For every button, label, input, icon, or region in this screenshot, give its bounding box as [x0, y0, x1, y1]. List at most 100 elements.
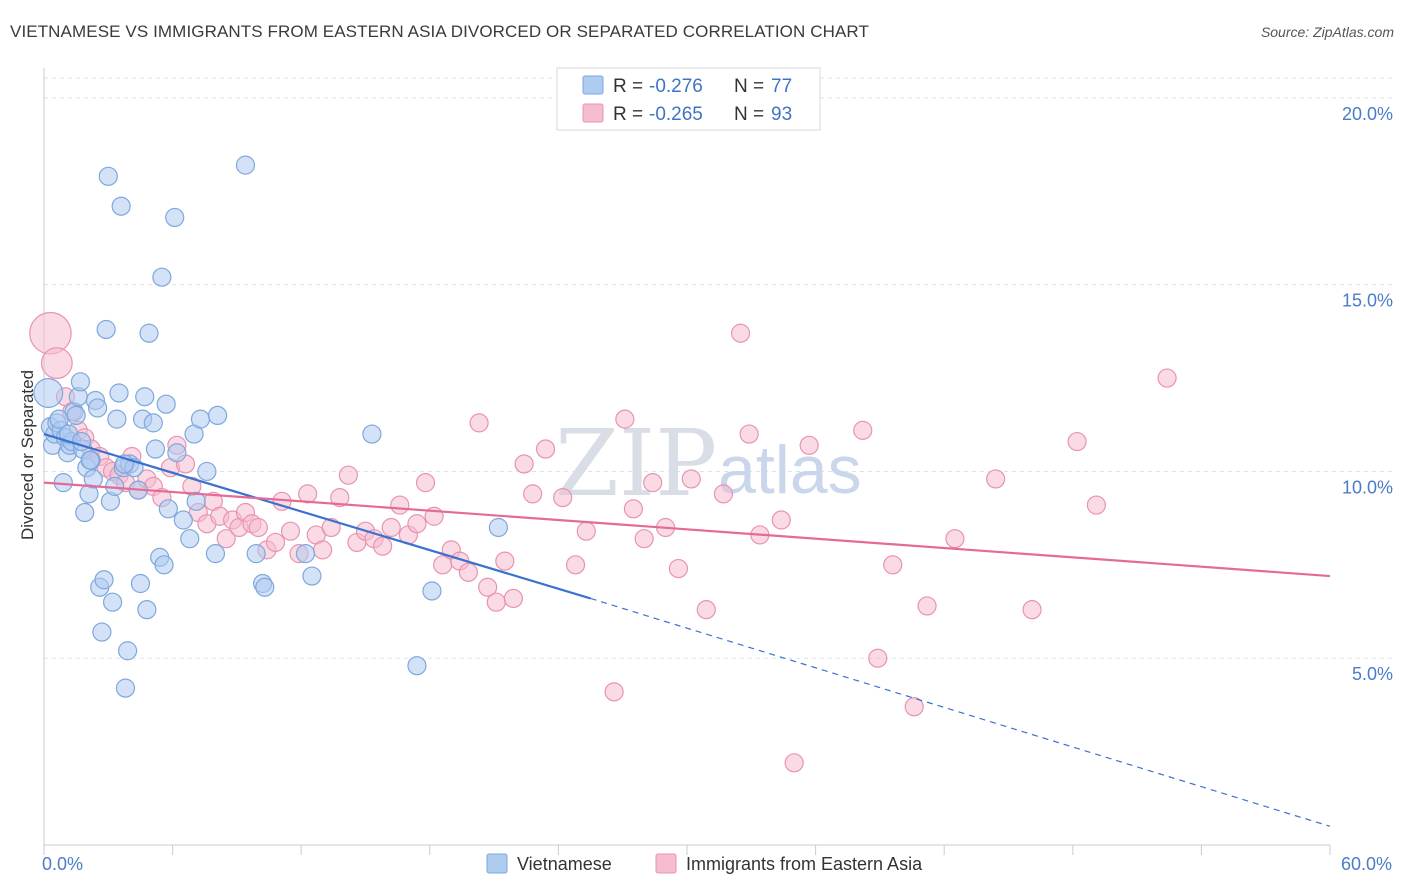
legend-swatch-immigrants — [582, 103, 604, 123]
y-tick-label: 15.0% — [1342, 291, 1393, 311]
vietnamese-point — [152, 267, 172, 287]
vietnamese-point — [75, 502, 95, 523]
vietnamese-point — [102, 592, 123, 612]
vietnamese-point — [362, 424, 382, 444]
immigrants-point — [668, 558, 689, 579]
vietnamese-point — [186, 491, 206, 511]
immigrants-point — [945, 529, 965, 549]
immigrants-point — [799, 435, 819, 455]
immigrants-point — [1022, 600, 1042, 620]
immigrants-point — [514, 454, 534, 474]
immigrants-point — [29, 311, 72, 355]
series-vietnamese-points — [33, 155, 508, 698]
vietnamese-point — [145, 439, 166, 459]
immigrants-point — [771, 510, 791, 530]
vietnamese-point — [180, 529, 200, 549]
immigrants-point — [469, 413, 489, 433]
bottom-legend-label-immigrants: Immigrants from Eastern Asia — [686, 854, 923, 874]
immigrants-point — [634, 529, 654, 549]
immigrants-point — [495, 551, 515, 571]
legend-r-value-2: -0.265 — [649, 104, 703, 125]
immigrants-point — [917, 596, 937, 616]
y-tick-label: 10.0% — [1342, 477, 1393, 497]
y-tick-label: 20.0% — [1342, 104, 1393, 124]
immigrants-point — [321, 517, 341, 538]
immigrants-point — [681, 469, 701, 489]
vietnamese-point — [107, 409, 127, 429]
vietnamese-point — [92, 622, 112, 642]
immigrants-point — [535, 439, 556, 459]
vietnamese-point — [115, 678, 136, 698]
y-tick-label: 5.0% — [1352, 664, 1393, 684]
immigrants-trend-line — [43, 481, 1331, 578]
immigrants-point — [713, 484, 734, 504]
x-tick-label-max: 60.0% — [1341, 854, 1392, 874]
immigrants-point — [486, 592, 506, 612]
immigrants-point — [904, 697, 924, 717]
vietnamese-point — [143, 413, 163, 433]
vietnamese-point — [135, 387, 155, 407]
vietnamese-point — [407, 656, 427, 676]
immigrants-point — [298, 484, 318, 504]
immigrants-point — [458, 562, 478, 582]
vietnamese-point — [66, 405, 86, 426]
immigrants-point — [390, 495, 410, 515]
vietnamese-point — [83, 469, 103, 489]
chart-title: VIETNAMESE VS IMMIGRANTS FROM EASTERN AS… — [10, 22, 869, 41]
immigrants-point — [553, 487, 573, 508]
immigrants-point — [853, 420, 873, 440]
y-axis-label: Divorced or Separated — [18, 370, 37, 540]
vietnamese-point — [109, 383, 129, 403]
vietnamese-point — [70, 372, 91, 392]
legend-n-label-1: N = — [734, 76, 764, 97]
vietnamese-point — [130, 573, 151, 594]
watermark: ZIP atlas — [555, 410, 862, 517]
vietnamese-point — [117, 641, 138, 661]
vietnamese-point — [33, 377, 64, 408]
vietnamese-point — [98, 166, 118, 186]
vietnamese-point — [137, 600, 157, 620]
immigrants-point — [503, 588, 523, 609]
vietnamese-point — [158, 499, 178, 519]
immigrants-point — [381, 517, 401, 538]
vietnamese-point — [173, 510, 193, 530]
vietnamese-point — [94, 570, 114, 590]
vietnamese-point — [165, 207, 185, 228]
legend-n-label-2: N = — [734, 104, 764, 125]
immigrants-point — [248, 517, 268, 538]
bottom-legend-swatch-immigrants — [655, 853, 677, 874]
immigrants-point — [265, 532, 286, 553]
vietnamese-point — [302, 566, 322, 586]
watermark-atlas: atlas — [718, 432, 862, 508]
immigrants-point — [730, 323, 751, 343]
legend-swatch-vietnamese — [582, 75, 604, 95]
immigrants-point — [883, 555, 903, 575]
vietnamese-point — [208, 405, 228, 426]
chart-source: Source: ZipAtlas.com — [1260, 24, 1394, 40]
watermark-zip: ZIP — [555, 410, 717, 517]
immigrants-point — [1086, 495, 1106, 515]
bottom-legend-swatch-vietnamese — [486, 853, 508, 874]
vietnamese-point — [235, 155, 256, 175]
legend-r-label-2: R = — [613, 104, 643, 125]
vietnamese-point — [246, 544, 266, 564]
vietnamese-point — [488, 517, 508, 538]
immigrants-point — [1067, 431, 1087, 452]
vietnamese-point — [205, 544, 226, 564]
immigrants-point — [280, 521, 301, 541]
vietnamese-point — [156, 394, 176, 414]
immigrants-point — [986, 469, 1006, 489]
vietnamese-point — [111, 196, 131, 216]
vietnamese-point — [197, 461, 217, 482]
trend-lines — [43, 433, 1331, 827]
immigrants-point — [615, 409, 635, 429]
immigrants-point — [784, 753, 804, 773]
vietnamese-point — [167, 443, 187, 463]
legend-r-value-1: -0.276 — [649, 76, 703, 97]
top-legend: R = -0.276 N = 77 R = -0.265 N = 93 — [556, 67, 821, 131]
vietnamese-trend-line — [43, 433, 591, 600]
vietnamese-point — [87, 398, 108, 418]
immigrants-point — [1157, 368, 1177, 388]
vietnamese-point — [154, 555, 174, 575]
vietnamese-point — [80, 450, 100, 470]
